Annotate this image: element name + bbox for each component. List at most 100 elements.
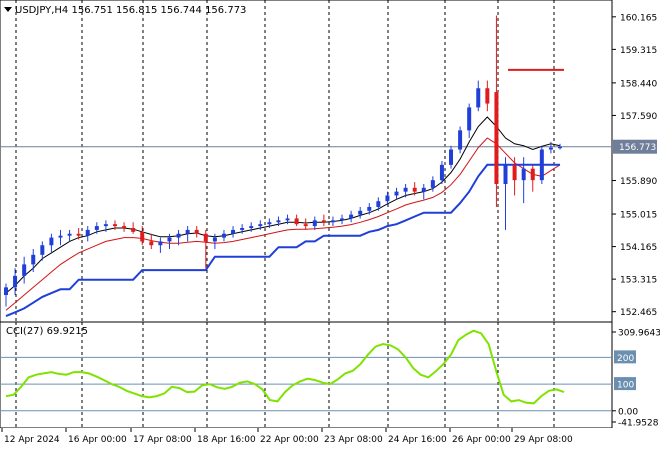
candle xyxy=(221,229,226,242)
candle xyxy=(158,237,163,253)
candle-body xyxy=(240,228,245,230)
candle-body xyxy=(385,195,390,202)
candle xyxy=(49,233,54,253)
ma-line-black xyxy=(5,116,561,294)
candle xyxy=(67,229,72,242)
candle xyxy=(40,241,45,261)
time-axis-panel: 12 Apr 2024 16 Apr 00:00 17 Apr 08:00 18 Ap… xyxy=(0,428,660,450)
candle xyxy=(476,80,481,112)
candle xyxy=(439,161,444,184)
candle-body xyxy=(476,88,481,108)
candle-body xyxy=(94,226,99,230)
candle-body xyxy=(40,245,45,255)
cci-chart[interactable]: 309.9643 200 100 0.00 -41.9528 CCI(27) 69.92… xyxy=(0,322,660,428)
candle-body xyxy=(122,226,127,229)
candle-body xyxy=(558,146,562,149)
time-tick-label: 22 Apr 00:00 xyxy=(260,435,319,445)
candle xyxy=(258,220,263,230)
candle-body xyxy=(149,241,154,246)
candle xyxy=(358,206,363,219)
candle xyxy=(367,203,372,215)
candle xyxy=(321,214,326,227)
candle xyxy=(430,176,435,192)
current-price-label: 156.773 xyxy=(619,143,656,153)
candle xyxy=(267,218,272,229)
candle-body xyxy=(185,229,190,234)
candle-body xyxy=(294,218,299,225)
candle-body xyxy=(358,210,363,215)
candle-body xyxy=(249,226,254,229)
cci-line xyxy=(5,329,565,405)
candle xyxy=(140,226,145,246)
candle xyxy=(385,191,390,206)
candle xyxy=(449,145,454,169)
candles xyxy=(4,15,562,307)
candle xyxy=(13,268,18,296)
cci-axis-label: 309.9643 xyxy=(618,329,660,339)
chart-header: USDJPY,H4 156.751 156.815 156.744 156.77… xyxy=(4,5,246,16)
price-chart[interactable]: 160.165 159.315 158.440 157.590 156.773 155.8… xyxy=(0,0,660,322)
candle-body xyxy=(421,187,426,192)
price-chart-panel[interactable]: 160.165 159.315 158.440 157.590 156.773 155.8… xyxy=(0,0,660,322)
price-tick-label: 155.890 xyxy=(620,177,657,187)
cci-line-group xyxy=(5,329,565,405)
candle xyxy=(467,103,472,139)
candle-body xyxy=(194,229,199,234)
cci-title: CCI(27) 69.9215 xyxy=(6,326,88,337)
candle xyxy=(558,143,562,150)
candle xyxy=(94,222,99,234)
candle xyxy=(349,210,354,223)
candle-body xyxy=(203,233,208,242)
candle-body xyxy=(58,235,63,238)
candle-body xyxy=(176,233,181,238)
cci-axis: 309.9643 200 100 0.00 -41.9528 xyxy=(612,329,660,428)
candle xyxy=(521,157,526,204)
candle xyxy=(185,226,190,242)
time-tick-label: 24 Apr 16:00 xyxy=(388,435,447,445)
candle xyxy=(276,216,281,227)
candle-body xyxy=(4,287,8,296)
candle-body xyxy=(430,180,435,188)
price-tick-label: 160.165 xyxy=(620,13,657,23)
candle xyxy=(58,229,63,246)
candle-body xyxy=(394,191,399,196)
candle-body xyxy=(276,220,281,223)
price-tick-label: 152.465 xyxy=(620,308,657,318)
candle-body xyxy=(485,88,490,104)
candle-body xyxy=(22,264,27,276)
price-tick-label: 155.015 xyxy=(620,211,657,221)
candle xyxy=(412,182,417,196)
candle xyxy=(167,233,172,250)
candle-body xyxy=(112,224,117,227)
candle-body xyxy=(131,228,136,232)
candle xyxy=(376,197,381,211)
candle xyxy=(403,183,408,198)
candle-body xyxy=(467,107,472,131)
candle-body xyxy=(530,168,535,181)
candle-body xyxy=(76,233,81,236)
candle xyxy=(212,233,217,250)
candle-body xyxy=(258,224,263,227)
candle-body xyxy=(85,229,90,236)
candle-body xyxy=(330,220,335,223)
candle xyxy=(103,220,108,232)
candle xyxy=(458,126,463,154)
candle xyxy=(231,226,236,238)
cci-grid xyxy=(0,322,612,428)
chevron-down-icon[interactable] xyxy=(4,7,12,12)
price-axis: 160.165 159.315 158.440 157.590 156.773 155.8… xyxy=(612,13,657,318)
price-chart-frame xyxy=(0,0,613,322)
candle xyxy=(22,256,27,284)
candle xyxy=(294,214,299,227)
time-tick-label: 17 Apr 08:00 xyxy=(133,435,192,445)
cci-panel[interactable]: 309.9643 200 100 0.00 -41.9528 CCI(27) 69.92… xyxy=(0,322,660,428)
time-tick-label: 23 Apr 08:00 xyxy=(324,435,383,445)
current-price-badge xyxy=(613,139,657,154)
candle xyxy=(285,214,290,225)
candle xyxy=(31,249,36,273)
candle-body xyxy=(31,254,36,265)
candle-body xyxy=(212,237,217,242)
candle-body xyxy=(439,164,444,181)
time-tick-label: 26 Apr 00:00 xyxy=(452,435,511,445)
candle xyxy=(485,80,490,112)
